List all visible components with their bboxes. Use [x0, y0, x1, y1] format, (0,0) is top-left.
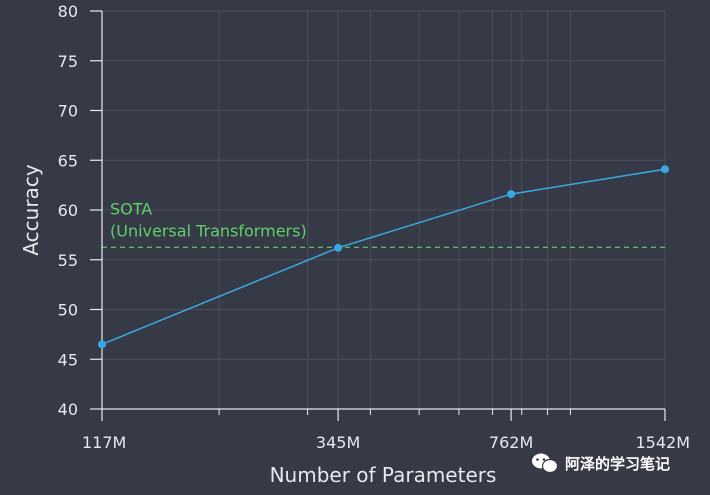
- y-tick-label: 45: [58, 350, 78, 369]
- data-point: [507, 190, 516, 199]
- grid: [101, 10, 666, 410]
- y-axis-title: Accuracy: [19, 164, 43, 255]
- series-line: [101, 168, 666, 346]
- y-tick-label: 65: [58, 151, 78, 170]
- sota-reference: SOTA (Universal Transformers): [102, 199, 665, 248]
- series: [98, 165, 669, 349]
- labels: 40 45 50 55 60 65 70 75 80 117M 345M 762M 1542M: [58, 2, 690, 452]
- data-point: [334, 243, 343, 252]
- y-tick-label: 70: [58, 102, 78, 121]
- data-point: [661, 165, 669, 174]
- x-tick-label: 345M: [316, 433, 360, 452]
- x-tick-label: 117M: [82, 433, 126, 452]
- y-tick-label: 80: [58, 2, 78, 21]
- data-point: [98, 340, 106, 349]
- y-tick-label: 40: [58, 400, 78, 419]
- sota-label: (Universal Transformers): [110, 221, 307, 240]
- x-tick-label: 762M: [489, 433, 533, 452]
- y-tick-label: 75: [58, 52, 78, 71]
- y-tick-label: 60: [58, 201, 78, 220]
- wechat-icon: [532, 453, 559, 474]
- x-tick-label: 1542M: [635, 433, 690, 452]
- x-axis-title: Number of Parameters: [270, 463, 497, 487]
- y-tick-label: 50: [58, 301, 78, 320]
- y-tick-label: 55: [58, 251, 78, 270]
- watermark: 阿泽的学习笔记: [532, 453, 670, 474]
- watermark-text: 阿泽的学习笔记: [565, 455, 670, 473]
- sota-label: SOTA: [110, 199, 152, 218]
